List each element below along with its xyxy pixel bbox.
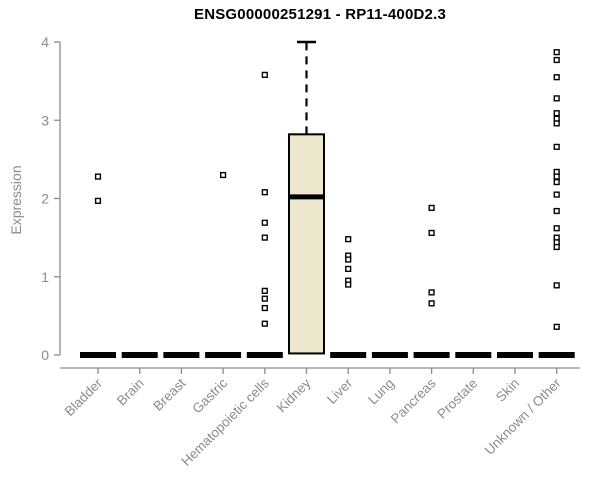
- outlier-point-pancreas: [428, 300, 435, 307]
- outlier-point-unknown-other: [553, 178, 560, 186]
- collapsed-box-prostate: [455, 352, 492, 358]
- outlier-point-hematopoietic-cells: [261, 304, 268, 312]
- outlier-point-unknown-other: [553, 225, 560, 232]
- collapsed-box-bladder: [80, 352, 116, 358]
- collapsed-box-gastric: [205, 352, 242, 358]
- collapsed-box-breast: [163, 352, 200, 358]
- collapsed-box-pancreas: [413, 352, 450, 358]
- collapsed-box-skin: [497, 352, 533, 358]
- x-tick-label-pancreas: Pancreas: [388, 375, 439, 426]
- x-tick-label-prostate: Prostate: [434, 376, 480, 422]
- outlier-point-unknown-other: [553, 49, 560, 56]
- y-tick-label-4: 4: [41, 34, 49, 50]
- outlier-point-unknown-other: [553, 207, 560, 215]
- outlier-point-hematopoietic-cells: [261, 320, 268, 327]
- outlier-point-gastric: [219, 171, 227, 179]
- outlier-point-pancreas: [428, 289, 435, 296]
- x-tick-label-gastric: Gastric: [189, 375, 230, 416]
- x-tick-label-unknown-other: Unknown / Other: [482, 375, 565, 458]
- outlier-point-hematopoietic-cells: [261, 295, 268, 302]
- x-tick-label-bladder: Bladder: [62, 375, 106, 419]
- y-tick-label-0: 0: [41, 347, 49, 363]
- outlier-point-liver: [345, 256, 352, 263]
- outlier-point-hematopoietic-cells: [261, 287, 268, 294]
- outlier-point-hematopoietic-cells: [261, 189, 268, 196]
- x-tick-label-kidney: Kidney: [274, 375, 314, 415]
- collapsed-box-unknown-other: [538, 352, 575, 358]
- x-tick-label-liver: Liver: [324, 375, 356, 407]
- collapsed-box-hematopoietic-cells: [246, 352, 283, 358]
- outlier-point-unknown-other: [553, 323, 560, 330]
- y-tick-label-2: 2: [41, 191, 49, 207]
- y-tick-label-3: 3: [41, 112, 49, 128]
- x-tick-label-breast: Breast: [150, 375, 188, 413]
- collapsed-box-lung: [371, 352, 408, 358]
- outlier-point-hematopoietic-cells: [261, 71, 268, 78]
- box-kidney: [288, 133, 325, 355]
- x-tick-label-skin: Skin: [493, 376, 522, 405]
- collapsed-box-liver: [330, 352, 367, 358]
- outlier-point-liver: [345, 265, 352, 273]
- chart-title: ENSG00000251291 - RP11-400D2.3: [193, 6, 446, 23]
- outlier-point-hematopoietic-cells: [261, 234, 268, 241]
- y-tick-label-1: 1: [41, 269, 49, 285]
- outlier-point-pancreas: [428, 204, 435, 211]
- outlier-point-bladder: [94, 197, 102, 204]
- outlier-point-unknown-other: [553, 282, 560, 289]
- outlier-point-unknown-other: [553, 74, 560, 81]
- outlier-point-unknown-other: [553, 191, 560, 198]
- outlier-point-hematopoietic-cells: [261, 219, 268, 226]
- outlier-point-pancreas: [428, 229, 435, 237]
- outlier-point-liver: [345, 281, 352, 288]
- outlier-point-unknown-other: [553, 110, 560, 117]
- outlier-point-unknown-other: [553, 143, 560, 150]
- outlier-point-unknown-other: [553, 120, 560, 127]
- x-tick-label-lung: Lung: [365, 376, 397, 408]
- x-tick-label-brain: Brain: [114, 376, 147, 409]
- outlier-point-unknown-other: [553, 173, 560, 180]
- outlier-point-liver: [345, 236, 352, 243]
- outlier-point-bladder: [94, 173, 102, 180]
- collapsed-box-brain: [121, 352, 158, 358]
- outlier-point-unknown-other: [553, 243, 560, 251]
- outlier-point-unknown-other: [553, 95, 560, 102]
- outlier-point-unknown-other: [553, 56, 560, 64]
